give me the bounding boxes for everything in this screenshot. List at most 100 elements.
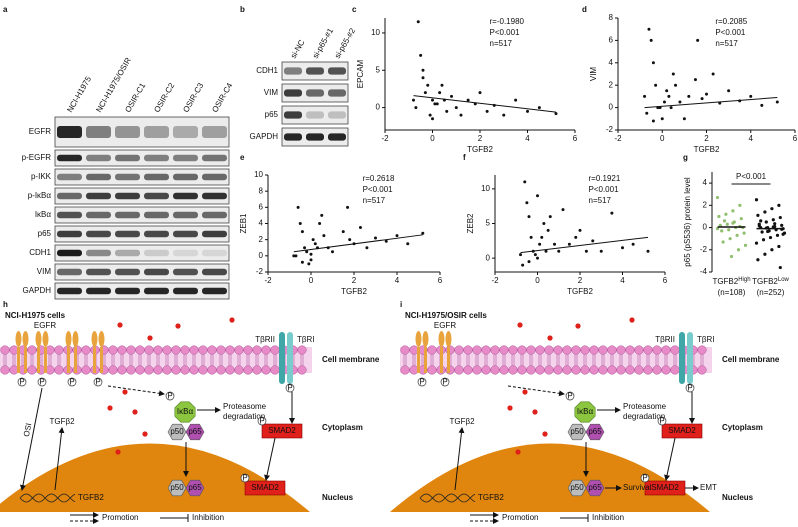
egfr-receptor bbox=[447, 347, 450, 373]
blot-frame bbox=[54, 149, 230, 167]
point bbox=[654, 83, 658, 87]
y-tick-label: 6 bbox=[609, 36, 614, 45]
lipid-head bbox=[643, 365, 653, 375]
egfr-receptor bbox=[91, 331, 98, 347]
p65 bbox=[585, 479, 605, 497]
lipid-head bbox=[481, 345, 491, 355]
band bbox=[328, 89, 346, 97]
lipid-head bbox=[234, 345, 244, 355]
lipid-head bbox=[454, 365, 464, 375]
smad2 bbox=[661, 423, 703, 439]
band bbox=[86, 287, 111, 295]
point bbox=[454, 106, 458, 110]
y-tick-label: 5 bbox=[486, 219, 491, 228]
lipid-head bbox=[261, 365, 271, 375]
ligand bbox=[147, 335, 153, 341]
lipid-head bbox=[562, 345, 572, 355]
point bbox=[693, 78, 697, 82]
lipid-head bbox=[81, 365, 91, 375]
y-tick-label: 2 bbox=[609, 80, 614, 89]
point bbox=[722, 219, 727, 223]
x-tick-label: 6 bbox=[663, 276, 668, 285]
lipid-head bbox=[517, 345, 527, 355]
point bbox=[768, 235, 773, 240]
band bbox=[306, 111, 324, 119]
receptor-label: TβRII bbox=[655, 335, 675, 344]
ligand bbox=[542, 431, 548, 437]
ligand bbox=[122, 389, 128, 395]
phospho-label: P bbox=[659, 417, 664, 426]
band bbox=[115, 126, 140, 138]
point bbox=[322, 234, 326, 238]
ligand bbox=[629, 317, 635, 323]
lipid-head bbox=[117, 345, 127, 355]
phospho-circle bbox=[165, 391, 175, 401]
ligand bbox=[229, 317, 235, 323]
point bbox=[294, 254, 298, 258]
band bbox=[144, 268, 169, 276]
egfr-receptor bbox=[42, 331, 49, 347]
ligand bbox=[517, 322, 523, 328]
point bbox=[718, 223, 722, 227]
y-axis-label: ZEB1 bbox=[239, 213, 248, 234]
point bbox=[567, 242, 571, 246]
lipid-head bbox=[400, 365, 410, 375]
x-tick-label: -2 bbox=[614, 134, 622, 143]
lipid-head bbox=[198, 365, 208, 375]
point bbox=[313, 242, 317, 246]
point bbox=[578, 228, 582, 232]
band bbox=[202, 192, 227, 200]
band bbox=[57, 154, 82, 162]
compartment-label: Cytoplasm bbox=[722, 423, 763, 432]
category-label: TGFB2High bbox=[712, 277, 750, 287]
band bbox=[115, 268, 140, 276]
band bbox=[202, 154, 227, 162]
band bbox=[173, 268, 198, 276]
point bbox=[521, 263, 525, 267]
lipid-head bbox=[535, 345, 545, 355]
row-label: VIM bbox=[37, 267, 52, 276]
point bbox=[433, 102, 437, 106]
point bbox=[431, 117, 434, 121]
lipid-head bbox=[589, 365, 599, 375]
point bbox=[756, 213, 760, 217]
band bbox=[86, 211, 111, 219]
lipid-head bbox=[153, 365, 163, 375]
point bbox=[717, 214, 721, 219]
ligand bbox=[575, 323, 581, 329]
point bbox=[358, 226, 362, 230]
band bbox=[57, 173, 82, 181]
phospho-circle bbox=[37, 377, 47, 387]
lipid-head bbox=[144, 365, 154, 375]
band bbox=[328, 111, 346, 119]
band bbox=[284, 67, 302, 75]
egfr-receptor bbox=[424, 347, 427, 373]
point bbox=[519, 253, 522, 257]
point bbox=[645, 111, 649, 115]
band bbox=[202, 268, 227, 276]
y-tick-label: -4 bbox=[700, 267, 708, 276]
band bbox=[284, 111, 302, 119]
point bbox=[591, 239, 595, 243]
connector bbox=[507, 385, 565, 397]
lipid-head bbox=[463, 365, 473, 375]
lipid-head bbox=[499, 365, 509, 375]
point bbox=[305, 250, 309, 254]
band bbox=[173, 249, 198, 257]
compartment-label: Cytoplasm bbox=[322, 423, 363, 432]
lipid-head bbox=[508, 345, 518, 355]
receptor-label: TβRI bbox=[697, 335, 715, 344]
diagram-title: NCI-H1975 cells bbox=[5, 311, 66, 320]
connector bbox=[264, 437, 276, 481]
point bbox=[735, 233, 739, 237]
y-tick-label: 6 bbox=[259, 202, 264, 211]
lipid-head bbox=[171, 365, 181, 375]
significance-label: P<0.001 bbox=[736, 172, 767, 181]
ligand-label: TGFβ2 bbox=[49, 417, 75, 426]
band bbox=[144, 230, 169, 238]
lipid-head bbox=[54, 365, 64, 375]
lipid-head bbox=[472, 345, 482, 355]
lipid-head bbox=[499, 345, 509, 355]
row-label: GAPDH bbox=[23, 286, 52, 295]
p65 bbox=[585, 423, 605, 441]
